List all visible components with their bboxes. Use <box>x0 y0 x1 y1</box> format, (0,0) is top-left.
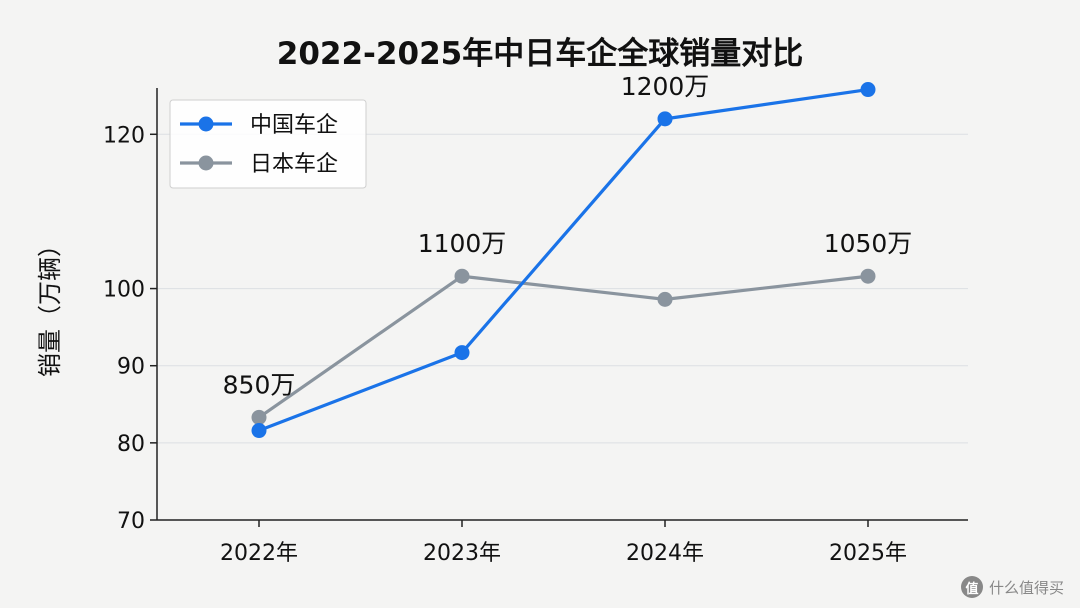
data-label: 1100万 <box>418 229 507 258</box>
y-tick-label: 120 <box>103 123 145 148</box>
x-tick-label: 2023年 <box>423 541 501 566</box>
data-label: 1200万 <box>621 72 710 101</box>
y-tick-label: 90 <box>117 355 145 380</box>
watermark-logo-icon: 值 <box>960 576 983 598</box>
y-tick-label: 100 <box>103 278 145 303</box>
data-label: 850万 <box>223 370 296 399</box>
data-point <box>860 268 876 284</box>
series-line <box>258 274 869 419</box>
data-point <box>657 291 673 307</box>
x-tick-label: 2025年 <box>829 541 907 566</box>
x-tick-label: 2022年 <box>220 541 298 566</box>
data-point <box>251 423 267 439</box>
watermark: 值 什么值得买 <box>960 576 1064 598</box>
data-point <box>251 409 267 425</box>
series-line <box>258 87 869 433</box>
data-point <box>860 82 876 98</box>
legend-swatch-marker <box>198 116 214 132</box>
x-tick-label: 2024年 <box>626 541 704 566</box>
y-tick-label: 80 <box>117 432 145 457</box>
data-point <box>454 345 470 361</box>
legend-label: 日本车企 <box>250 152 338 177</box>
watermark-text: 什么值得买 <box>988 578 1064 597</box>
legend-swatch-marker <box>198 155 214 171</box>
data-point <box>454 268 470 284</box>
y-tick-label: 70 <box>117 509 145 534</box>
legend-box <box>169 99 367 189</box>
data-label: 1050万 <box>824 229 913 258</box>
chart-title: 2022-2025年中日车企全球销量对比 <box>276 36 804 72</box>
data-point <box>657 111 673 127</box>
legend-label: 中国车企 <box>250 113 338 138</box>
